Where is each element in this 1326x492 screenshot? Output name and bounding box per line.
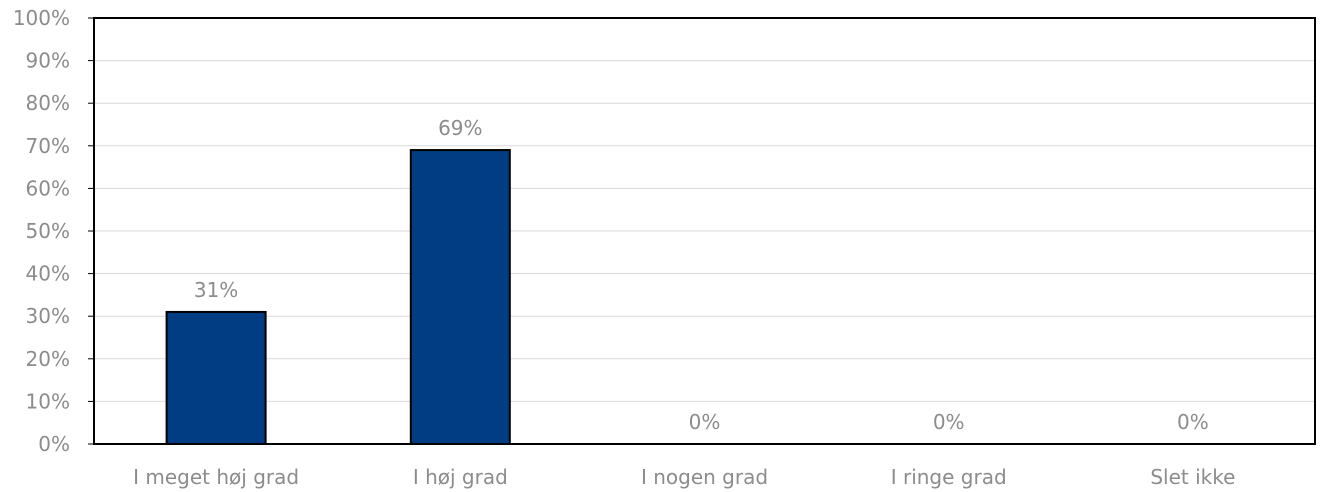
- y-tick-label: 90%: [26, 49, 70, 73]
- y-tick-label: 70%: [26, 134, 70, 158]
- data-label: 0%: [933, 410, 965, 434]
- x-tick-label: I meget høj grad: [133, 465, 299, 489]
- x-tick-label: Slet ikke: [1150, 465, 1235, 489]
- y-tick-label: 30%: [26, 304, 70, 328]
- y-tick-label: 0%: [38, 432, 70, 456]
- y-axis-tick-labels: 0% 10% 20% 30% 40% 50% 60% 70% 80% 90% 100%: [13, 6, 70, 456]
- data-label: 69%: [438, 116, 482, 140]
- y-tick-label: 80%: [26, 91, 70, 115]
- data-label: 31%: [194, 278, 238, 302]
- y-tick-label: 60%: [26, 176, 70, 200]
- x-axis-tick-labels: I meget høj grad I høj grad I nogen grad I …: [133, 465, 1235, 489]
- x-tick-label: I nogen grad: [641, 465, 768, 489]
- x-tick-label: I ringe grad: [891, 465, 1007, 489]
- y-tick-label: 40%: [26, 262, 70, 286]
- plot-area-border: [93, 17, 1316, 445]
- data-label: 0%: [689, 410, 721, 434]
- y-tick-label: 10%: [26, 389, 70, 413]
- data-label: 0%: [1177, 410, 1209, 434]
- bars: [165, 149, 511, 445]
- bar: [409, 149, 511, 445]
- x-tick-label: I høj grad: [413, 465, 508, 489]
- bar: [165, 310, 267, 445]
- data-labels: 31% 69% 0% 0% 0%: [194, 116, 1209, 434]
- gridlines: [88, 17, 1315, 445]
- y-tick-label: 50%: [26, 219, 70, 243]
- y-tick-label: 100%: [13, 6, 70, 30]
- y-tick-label: 20%: [26, 347, 70, 371]
